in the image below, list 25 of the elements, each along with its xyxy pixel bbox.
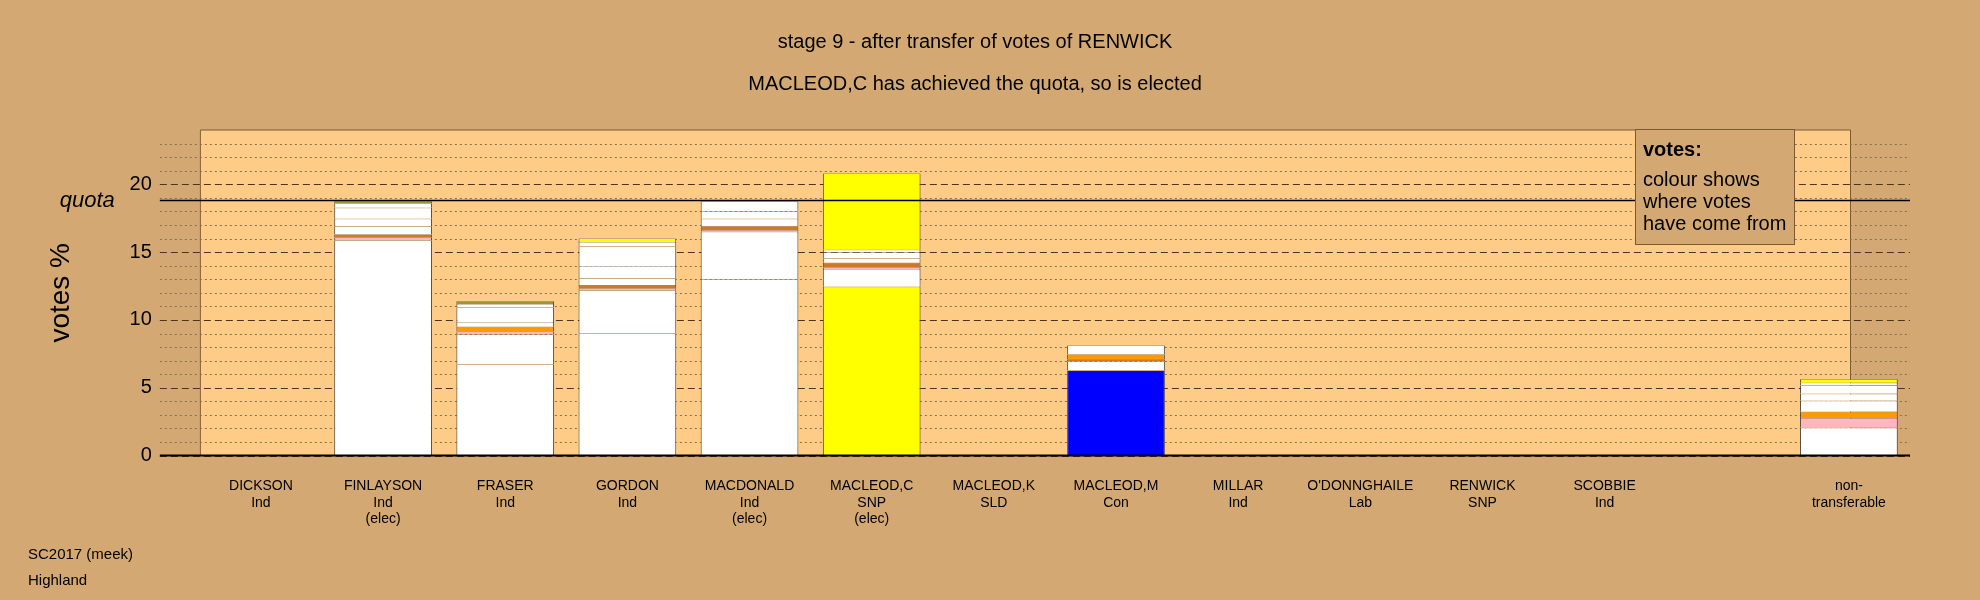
y-axis-title: votes % <box>43 243 75 343</box>
x-tick-label: FINLAYSON Ind (elec) <box>343 476 423 527</box>
text: Highland <box>28 571 88 588</box>
y-tick-label: 15 <box>129 239 152 262</box>
x-tick-label: RENWICK SNP <box>1449 476 1517 510</box>
chart-title: stage 9 - after transfer of votes of RENWICK <box>777 29 1173 52</box>
chart-subtitle: MACLEOD,C has achieved the quota, so is elected <box>748 71 1202 94</box>
x-tick-label: DICKSON Ind <box>229 476 293 510</box>
x-tick-label: SCOBBIE Ind <box>1573 476 1636 510</box>
y-tick-label: 10 <box>129 307 152 330</box>
x-tick-label: MILLAR Ind <box>1212 476 1264 510</box>
y-tick-label: 5 <box>140 375 152 398</box>
x-tick-label: FRASER Ind <box>476 476 534 510</box>
ref-line-label: quota <box>59 186 115 212</box>
x-tick-label: O'DONNGHAILE Lab <box>1307 476 1414 510</box>
x-tick-label: GORDON Ind <box>595 476 659 510</box>
x-tick-label: MACLEOD,K SLD <box>952 476 1036 510</box>
x-tick-label: MACLEOD,M Con <box>1073 476 1159 510</box>
text: SC2017 (meek) <box>28 545 134 562</box>
x-tick-label: MACLEOD,C SNP (elec) <box>830 476 914 527</box>
y-tick-label: 0 <box>140 443 152 466</box>
x-tick-label: non- transferable <box>1811 476 1887 510</box>
y-tick-label: 20 <box>129 171 152 194</box>
x-tick-label: MACDONALD Ind (elec) <box>704 476 795 527</box>
annotation: votes: colour shows where votes have come from <box>1643 138 1787 234</box>
